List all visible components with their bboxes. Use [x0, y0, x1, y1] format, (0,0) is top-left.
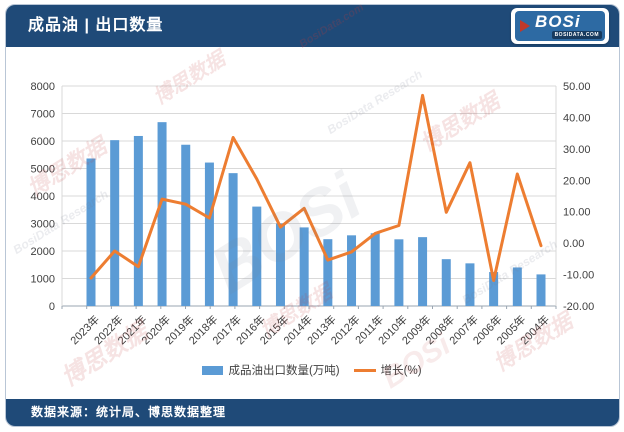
chart-legend: 成品油出口数量(万吨) 增长(%) [0, 360, 624, 380]
title-bar: 成品油 | 出口数量 BOSi BOSIDATA.COM [6, 5, 619, 47]
logo-wordmark: BOSi [535, 12, 581, 31]
bosi-logo: BOSi BOSIDATA.COM [511, 8, 609, 44]
source-bar: 数据来源：统计局、博思数据整理 [6, 399, 619, 426]
bosi-logo-background: BOSi BOSIDATA.COM [515, 11, 605, 41]
page-title: 成品油 | 出口数量 [28, 17, 164, 34]
legend-item-line: 增长(%) [353, 362, 422, 378]
logo-domain-text: BOSIDATA.COM [551, 31, 602, 39]
legend-item-bars: 成品油出口数量(万吨) [202, 362, 340, 378]
line-series-swatch [353, 368, 376, 372]
line-series-label: 增长(%) [380, 365, 422, 377]
bar-series-label: 成品油出口数量(万吨) [228, 365, 340, 377]
logo-triangle-icon [520, 20, 530, 32]
bar-series-swatch [202, 365, 224, 375]
data-source-text: 数据来源：统计局、博思数据整理 [31, 405, 227, 419]
